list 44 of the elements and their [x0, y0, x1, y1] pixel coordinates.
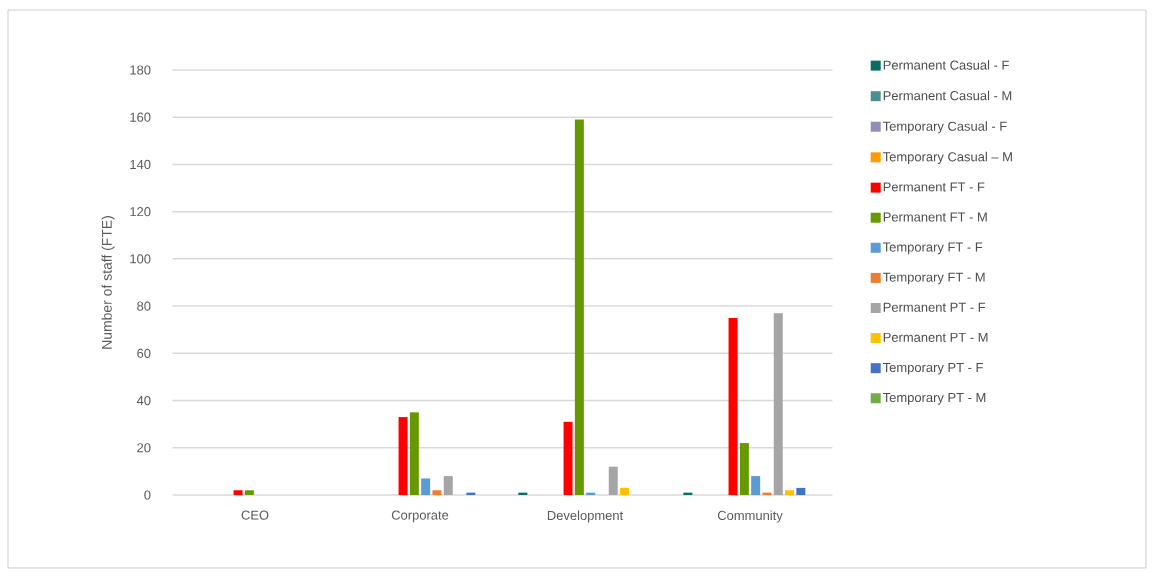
- bar: [244, 490, 254, 495]
- legend-label: Permanent PT - M: [883, 332, 988, 342]
- bar: [620, 487, 630, 495]
- x-tick-label: Community: [717, 510, 783, 523]
- bar: [233, 490, 243, 495]
- legend-label: Permanent FT - F: [883, 182, 985, 192]
- legend-label: Temporary FT - M: [882, 272, 985, 285]
- y-tick-label: 180: [130, 65, 151, 75]
- bar: [443, 476, 453, 495]
- y-tick-label: 120: [130, 207, 151, 217]
- y-tick-label: 140: [130, 159, 151, 170]
- y-tick-label: 0: [144, 490, 151, 500]
- y-tick-label: 20: [137, 443, 151, 453]
- y-tick-label: 60: [137, 348, 151, 358]
- bar: [574, 119, 584, 495]
- bar: [409, 412, 419, 495]
- y-tick-label: 40: [136, 395, 151, 406]
- y-tick-label: 100: [130, 254, 151, 264]
- x-tick-label: Corporate: [391, 510, 449, 523]
- x-tick-label: CEO: [241, 510, 269, 520]
- legend-label: Temporary Casual – M: [882, 151, 1012, 164]
- bar: [421, 478, 431, 495]
- bar: [563, 421, 573, 495]
- legend-label: Temporary PT - M: [882, 393, 986, 405]
- legend-label: Permanent Casual - M: [883, 90, 1012, 101]
- legend-label: Temporary FT - F: [882, 242, 983, 255]
- y-tick-label: 80: [137, 301, 151, 311]
- bar: [728, 317, 738, 495]
- legend-label: Permanent FT - M: [883, 212, 987, 222]
- bar: [785, 490, 795, 495]
- legend-label: Temporary PT - F: [882, 362, 983, 375]
- bar: [398, 417, 408, 495]
- bar: [796, 487, 806, 495]
- y-tick-label: 160: [130, 112, 151, 122]
- bar: [751, 476, 761, 495]
- bar: [773, 313, 783, 495]
- x-tick-label: Development: [547, 510, 624, 523]
- legend-label: Permanent Casual - F: [883, 60, 1009, 70]
- bar: [432, 490, 442, 495]
- bar: [739, 443, 749, 495]
- legend-label: Permanent PT - F: [883, 302, 986, 312]
- y-axis-title: Number of staff (FTE): [101, 216, 115, 349]
- legend-label: Temporary Casual - F: [882, 121, 1007, 134]
- bar: [608, 466, 618, 495]
